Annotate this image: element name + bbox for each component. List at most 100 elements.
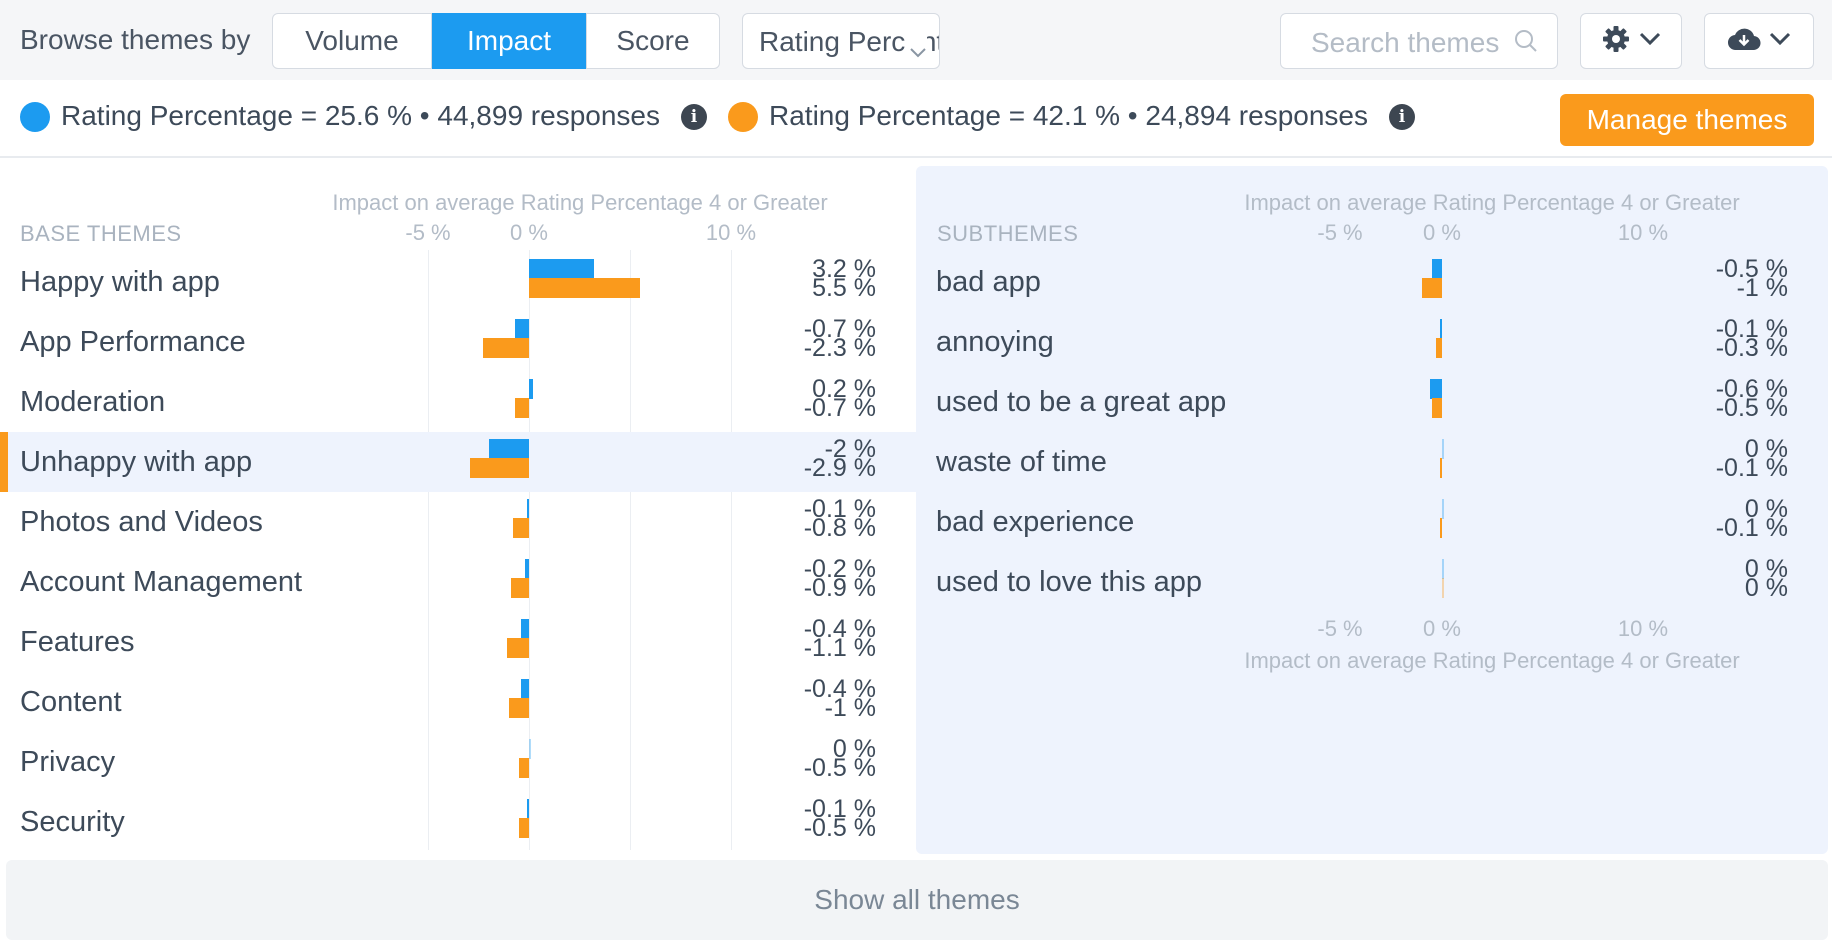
theme-row-features[interactable]: Features -0.4 % -1.1 % <box>0 612 916 672</box>
value-label-series-a: -0.4 % <box>803 615 876 643</box>
bar-series-a <box>526 799 529 819</box>
theme-row-used-to-be-a-great-app[interactable]: used to be a great app -0.6 % -0.5 % <box>916 372 1828 432</box>
value-label-series-a: -0.1 % <box>803 495 876 523</box>
theme-row-security[interactable]: Security -0.1 % -0.5 % <box>0 792 916 852</box>
section-title: BASE THEMES <box>20 221 182 246</box>
theme-row-annoying[interactable]: annoying -0.1 % -0.3 % <box>916 312 1828 372</box>
value-label-series-b: -0.5 % <box>803 814 876 842</box>
theme-row-content[interactable]: Content -0.4 % -1 % <box>0 672 916 732</box>
bar-series-a <box>529 739 531 759</box>
manage-themes-button[interactable]: Manage themes <box>1560 94 1814 146</box>
theme-label: Unhappy with app <box>20 446 253 478</box>
bar-series-a <box>488 439 529 459</box>
value-label-series-b: -0.8 % <box>803 514 876 542</box>
theme-row-moderation[interactable]: Moderation 0.2 % -0.7 % <box>0 372 916 432</box>
theme-label: bad app <box>936 266 1041 298</box>
info-icon[interactable]: i <box>1389 104 1415 130</box>
bar-series-b <box>1435 338 1442 358</box>
bar-series-a <box>520 679 529 699</box>
theme-row-privacy[interactable]: Privacy 0 % -0.5 % <box>0 732 916 792</box>
bar-series-b <box>506 638 529 658</box>
bar-series-b <box>482 338 529 358</box>
export-button[interactable] <box>1704 13 1814 69</box>
bar-series-a <box>526 499 529 519</box>
mode-volume-button[interactable]: Volume <box>272 13 432 69</box>
mode-impact-button[interactable]: Impact <box>432 13 586 69</box>
bar-series-a <box>529 379 534 399</box>
cloud-download-icon <box>1727 26 1761 57</box>
theme-label: Privacy <box>20 746 116 778</box>
gridline <box>731 250 732 850</box>
theme-label: Photos and Videos <box>20 506 263 538</box>
theme-row-used-to-love-this-app[interactable]: used to love this app 0 % 0 % <box>916 552 1828 612</box>
tick-label: 10 % <box>1617 616 1669 641</box>
theme-row-app-performance[interactable]: App Performance -0.7 % -2.3 % <box>0 312 916 372</box>
theme-label: bad experience <box>936 506 1135 538</box>
chevron-down-icon <box>905 34 927 66</box>
mode-score-button[interactable]: Score <box>586 13 720 69</box>
value-label-series-b: -1.1 % <box>803 634 876 662</box>
gridline <box>529 250 530 850</box>
subthemes-panel: Impact on average Rating Percentage 4 or… <box>916 166 1828 854</box>
bar-series-b <box>1439 458 1442 478</box>
tick-label: 0 % <box>1423 220 1461 245</box>
bar-series-b <box>1421 278 1442 298</box>
search-box[interactable] <box>1280 13 1558 69</box>
value-label-series-b: -0.5 % <box>803 754 876 782</box>
bar-series-b <box>514 398 529 418</box>
bar-series-a <box>1429 379 1442 399</box>
value-label-series-b: -0.9 % <box>803 574 876 602</box>
theme-row-account-management[interactable]: Account Management -0.2 % -0.9 % <box>0 552 916 612</box>
tick-label: -5 % <box>1317 220 1363 245</box>
bar-series-b <box>512 518 529 538</box>
theme-row-waste-of-time[interactable]: waste of time 0 % -0.1 % <box>916 432 1828 492</box>
theme-row-bad-app[interactable]: bad app -0.5 % -1 % <box>916 252 1828 312</box>
value-label-series-a: -0.4 % <box>803 675 876 703</box>
selected-row-marker <box>0 432 8 492</box>
theme-row-bad-experience[interactable]: bad experience 0 % -0.1 % <box>916 492 1828 552</box>
browse-label: Browse themes by <box>20 24 251 55</box>
tick-label: 10 % <box>1617 220 1669 245</box>
tick-label: 0 % <box>510 220 548 245</box>
bar-series-b <box>518 818 529 838</box>
theme-label: Moderation <box>20 386 166 418</box>
value-label-series-a: -0.5 % <box>1715 255 1788 283</box>
bar-series-b <box>1439 518 1442 538</box>
settings-button[interactable] <box>1580 13 1682 69</box>
bar-series-a <box>529 259 594 279</box>
series-b-legend: Rating Percentage = 42.1 % • 24,894 resp… <box>769 100 1368 131</box>
value-label-series-a: -0.7 % <box>803 315 876 343</box>
value-label-series-b: -0.1 % <box>1715 454 1788 482</box>
value-label-series-a: -0.6 % <box>1715 375 1788 403</box>
tick-label: 10 % <box>705 220 757 245</box>
chevron-down-icon <box>1639 32 1661 51</box>
bar-series-a <box>514 319 529 339</box>
bar-series-a <box>1442 559 1444 579</box>
show-all-themes-button[interactable]: Show all themes <box>6 860 1828 940</box>
tick-label: -5 % <box>1317 616 1363 641</box>
value-label-series-a: -0.1 % <box>803 795 876 823</box>
search-icon[interactable] <box>1513 28 1539 59</box>
metric-select[interactable]: Rating Percentage <box>742 13 940 69</box>
info-icon[interactable]: i <box>681 104 707 130</box>
theme-row-photos-and-videos[interactable]: Photos and Videos -0.1 % -0.8 % <box>0 492 916 552</box>
search-input[interactable] <box>1311 27 1511 59</box>
bar-series-a <box>1442 499 1444 519</box>
theme-row-unhappy-with-app[interactable]: Unhappy with app -2 % -2.9 % <box>0 432 916 492</box>
value-label-series-a: 0 % <box>1744 555 1788 583</box>
value-label-series-a: -0.1 % <box>1715 315 1788 343</box>
value-label-series-a: 0 % <box>1744 435 1788 463</box>
value-label-series-b: -2.3 % <box>803 334 876 362</box>
value-label-series-b: 0 % <box>1744 574 1788 602</box>
series-a-legend: Rating Percentage = 25.6 % • 44,899 resp… <box>61 100 660 131</box>
gridline <box>428 250 429 850</box>
value-label-series-a: 3.2 % <box>812 255 876 283</box>
bar-series-a <box>520 619 529 639</box>
theme-label: annoying <box>936 326 1054 358</box>
tick-label: -5 % <box>405 220 451 245</box>
value-label-series-b: -1 % <box>1736 274 1788 302</box>
value-label-series-a: 0.2 % <box>812 375 876 403</box>
bar-series-b <box>1442 578 1444 598</box>
theme-row-happy-with-app[interactable]: Happy with app 3.2 % 5.5 % <box>0 252 916 312</box>
gear-icon <box>1601 24 1631 59</box>
